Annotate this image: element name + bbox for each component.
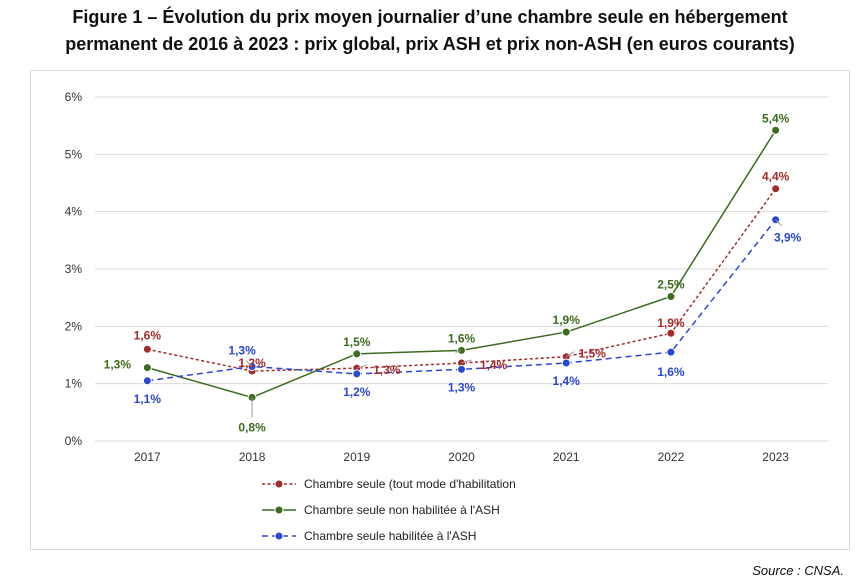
chart-title-line-1: Figure 1 – Évolution du prix moyen journ…	[72, 7, 788, 27]
data-label: 1,6%	[657, 365, 685, 379]
data-label: 1,3%	[448, 380, 476, 394]
data-label: 1,9%	[657, 316, 685, 330]
label-leader-line	[775, 219, 782, 227]
data-label: 3,9%	[774, 231, 802, 245]
data-label: 1,9%	[553, 313, 581, 327]
y-tick-label: 4%	[65, 205, 83, 219]
label-leader-line	[461, 359, 472, 364]
legend-entry-label: Chambre seule (tout mode d'habilitation	[304, 477, 516, 491]
data-label: 1,3%	[228, 343, 256, 357]
legend-marker	[274, 479, 284, 489]
data-point	[561, 358, 571, 368]
data-label: 1,1%	[134, 392, 162, 406]
legend-entry-label: Chambre seule non habilitée à l'ASH	[304, 503, 500, 517]
data-point	[771, 125, 781, 135]
data-label: 1,5%	[579, 347, 607, 361]
label-leader-line	[455, 349, 462, 353]
y-tick-label: 1%	[65, 377, 83, 391]
data-label: 1,2%	[238, 356, 266, 370]
data-label: 2,5%	[657, 278, 685, 292]
data-point	[352, 369, 362, 379]
legend-marker	[274, 531, 284, 541]
data-point	[666, 347, 676, 357]
label-leader-line	[356, 364, 367, 369]
data-label: 0,8%	[238, 420, 266, 434]
data-label: 1,2%	[343, 385, 371, 399]
label-leader-line	[565, 351, 575, 358]
data-label: 1,3%	[104, 358, 132, 372]
source-note: Source : CNSA.	[752, 563, 844, 578]
data-point	[771, 184, 781, 194]
data-label: 4,4%	[762, 170, 790, 184]
data-label: 1,5%	[343, 335, 371, 349]
data-point	[561, 327, 571, 337]
x-tick-label: 2020	[448, 450, 475, 464]
data-point	[142, 363, 152, 373]
chart-title-line-2: permanent de 2016 à 2023 : prix global, …	[65, 34, 795, 54]
data-point	[666, 292, 676, 302]
chart-area	[30, 70, 850, 550]
data-point	[666, 328, 676, 338]
data-point	[457, 364, 466, 374]
label-leader-line	[245, 360, 253, 367]
x-tick-label: 2019	[343, 450, 370, 464]
x-tick-label: 2022	[658, 450, 685, 464]
data-point	[142, 376, 152, 386]
y-tick-label: 0%	[65, 434, 83, 448]
data-label: 1,4%	[553, 374, 581, 388]
x-tick-label: 2017	[134, 450, 161, 464]
data-label: 5,4%	[762, 111, 790, 125]
y-tick-label: 6%	[65, 90, 83, 104]
x-tick-label: 2018	[239, 450, 266, 464]
chart-title: Figure 1 – Évolution du prix moyen journ…	[0, 4, 860, 58]
y-tick-label: 5%	[65, 147, 83, 161]
data-point	[352, 349, 362, 359]
data-label: 1,6%	[134, 328, 162, 342]
y-tick-label: 3%	[65, 262, 83, 276]
legend-marker	[274, 505, 284, 515]
data-point	[142, 344, 152, 354]
data-label: 1,4%	[480, 358, 508, 372]
x-tick-label: 2023	[762, 450, 789, 464]
data-label: 1,3%	[373, 363, 401, 377]
y-tick-label: 2%	[65, 319, 83, 333]
x-tick-label: 2021	[553, 450, 580, 464]
legend-entry-label: Chambre seule habilitée à l'ASH	[304, 529, 476, 543]
data-label: 1,6%	[448, 331, 476, 345]
